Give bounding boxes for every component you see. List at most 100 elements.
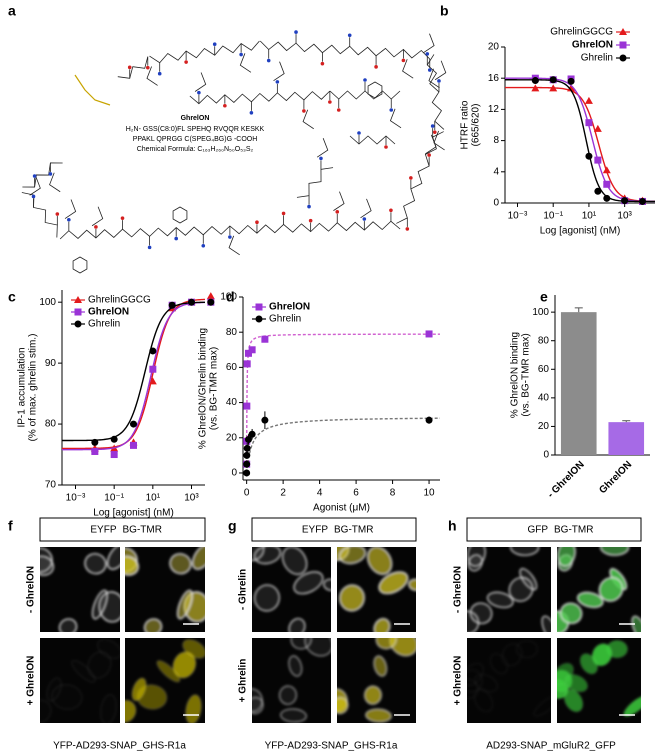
- formula: Chemical Formula: C₁₆₃H₂₆₀N₅₀O₅₃S₂: [137, 146, 254, 153]
- y-axis-label: (% of max. ghrelin stim.): [28, 334, 39, 442]
- point: [91, 438, 99, 446]
- atom: [437, 79, 441, 83]
- channel-label: GFP: [527, 525, 548, 536]
- atom: [328, 100, 332, 104]
- cell-membrane: [576, 591, 604, 609]
- panel-letter: a: [8, 3, 16, 19]
- point: [261, 335, 269, 343]
- cells: [337, 638, 416, 723]
- cell-membrane: [253, 547, 282, 565]
- fit-curve: [245, 333, 441, 473]
- cells: [252, 638, 331, 723]
- fit-curve: [61, 301, 206, 451]
- cell-membrane: [71, 659, 96, 683]
- channel-label: BG-TMR: [334, 525, 373, 536]
- x-tick-label: 10⁻³: [66, 493, 86, 504]
- x-tick-label: GhrelON: [597, 459, 634, 496]
- bond: [22, 162, 63, 188]
- point: [603, 194, 611, 202]
- point: [130, 441, 137, 449]
- cells: [337, 547, 416, 632]
- row-label: - Ghrelin: [238, 569, 249, 610]
- point: [187, 298, 195, 306]
- point: [243, 469, 251, 477]
- x-tick-label: 10³: [617, 211, 632, 222]
- point: [621, 197, 629, 205]
- y-tick-label: 70: [45, 480, 57, 491]
- point: [130, 420, 137, 428]
- atom: [430, 124, 435, 128]
- cell-membrane: [467, 547, 486, 567]
- point: [425, 416, 433, 424]
- cell-membrane: [288, 618, 306, 632]
- point: [549, 76, 557, 84]
- point: [585, 119, 593, 127]
- cell-fluor: [172, 651, 196, 678]
- atom: [427, 68, 432, 72]
- y-axis-label: (vs. BG-TMR max): [209, 347, 220, 430]
- cell-membrane: [598, 576, 624, 602]
- point: [584, 96, 593, 104]
- atom: [31, 194, 36, 199]
- point: [567, 77, 575, 85]
- cell-membrane: [338, 584, 365, 612]
- cell-membrane: [373, 655, 388, 677]
- legend-label: Ghrelin: [88, 319, 120, 330]
- sequence: PPAKL QPRGG C(SPEG₄BG)G -COOH: [133, 136, 258, 143]
- x-tick-label: 2: [280, 488, 286, 499]
- y-tick-label: 100: [39, 297, 56, 308]
- cell-membrane: [106, 547, 120, 570]
- bond: [259, 40, 431, 60]
- side-chain: [64, 199, 77, 219]
- x-axis-label: Agonist (μM): [313, 503, 370, 514]
- cell-membrane: [508, 576, 534, 602]
- point: [168, 301, 176, 309]
- legend-label: GhrelON: [572, 40, 613, 51]
- cell-membrane: [84, 553, 107, 575]
- atom: [145, 65, 150, 70]
- legend-marker: [255, 303, 263, 311]
- side-chain: [91, 206, 104, 227]
- y-tick-label: 90: [45, 358, 57, 369]
- atom: [425, 52, 430, 56]
- atom: [120, 216, 125, 220]
- cell-membrane: [467, 678, 479, 700]
- fit-curve: [504, 79, 656, 203]
- row-label: - GhrelON: [26, 566, 37, 613]
- caption: YFP-AD293-SNAP_GHS-R1a: [265, 741, 398, 752]
- cells: [557, 547, 641, 632]
- legend-label: GhrelON: [269, 302, 310, 313]
- cell-membrane: [631, 615, 641, 632]
- cell-membrane: [125, 699, 137, 723]
- cell-membrane: [366, 547, 393, 575]
- cell-membrane: [176, 589, 193, 620]
- atom: [319, 156, 323, 161]
- panel-letter: h: [448, 518, 457, 534]
- y-tick-label: 80: [226, 327, 238, 338]
- point: [567, 84, 576, 92]
- point: [248, 346, 256, 354]
- fit-curve: [504, 86, 656, 203]
- side-chain: [302, 109, 314, 130]
- cells: [125, 547, 205, 632]
- point: [261, 416, 269, 424]
- fit-curve: [61, 301, 206, 442]
- cells: [40, 638, 120, 723]
- legend-marker: [255, 315, 263, 323]
- atom: [307, 204, 311, 209]
- side-chain: [239, 53, 252, 73]
- point: [243, 402, 251, 410]
- atom: [389, 108, 394, 112]
- y-tick-label: 80: [45, 419, 57, 430]
- cells: [125, 638, 205, 723]
- cell-membrane: [96, 638, 120, 660]
- atom: [384, 145, 388, 149]
- y-axis-label: % GhrelON binding: [510, 332, 521, 418]
- cell-membrane: [515, 639, 539, 659]
- atom: [432, 130, 437, 134]
- cell-membrane: [278, 685, 297, 705]
- y-axis-label: HTRF ratio: [460, 100, 471, 149]
- cell-membrane: [252, 696, 264, 715]
- atom: [389, 208, 393, 213]
- legend-label: Ghrelin: [581, 53, 613, 64]
